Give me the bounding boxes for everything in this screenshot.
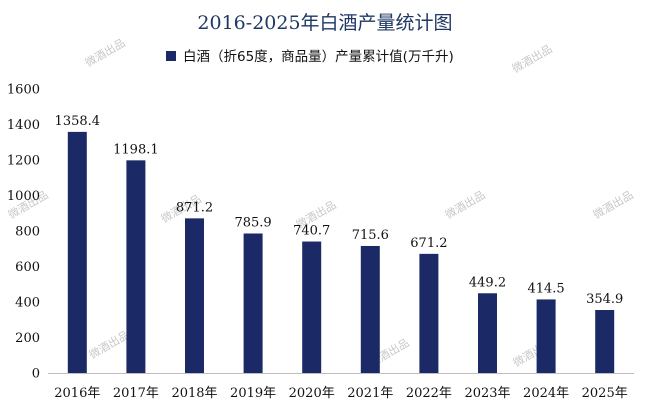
watermark: 微酒出品 xyxy=(86,327,131,361)
y-tick-label: 1600 xyxy=(7,83,40,98)
y-tick-label: 1000 xyxy=(7,189,40,204)
data-label: 449.2 xyxy=(469,275,506,290)
x-tick-label: 2016年 xyxy=(54,386,100,401)
watermark: 微酒出品 xyxy=(509,41,554,75)
watermark: 微酒出品 xyxy=(590,187,635,221)
data-label: 1198.1 xyxy=(113,142,159,157)
bar xyxy=(302,241,322,373)
x-tick-label: 2019年 xyxy=(230,386,276,401)
watermark: 微酒出品 xyxy=(82,35,127,69)
data-label: 740.7 xyxy=(293,224,330,239)
legend: 白酒（折65度，商品量）产量累计值(万千升) xyxy=(166,49,454,65)
x-tick-label: 2025年 xyxy=(582,386,628,401)
data-label: 785.9 xyxy=(234,216,271,231)
bar xyxy=(419,253,439,373)
bar xyxy=(478,293,497,373)
bar xyxy=(185,218,204,373)
y-axis: 0 200 400 600 800 1000 1200 1400 1600 xyxy=(7,83,40,382)
data-label: 715.6 xyxy=(352,228,389,243)
bar xyxy=(536,299,556,373)
x-axis: 2016年 2017年 2018年 2019年 2020年 2021年 2022年 2023年… xyxy=(48,373,634,401)
chart-title: 2016-2025年白酒产量统计图 xyxy=(197,12,452,34)
bar xyxy=(595,310,615,373)
y-tick-label: 800 xyxy=(15,225,40,240)
bar xyxy=(243,233,263,373)
bar xyxy=(67,131,87,373)
data-label: 414.5 xyxy=(527,281,564,296)
bar xyxy=(360,245,380,373)
y-tick-label: 200 xyxy=(15,331,40,346)
data-label: 671.2 xyxy=(410,236,447,251)
data-label: 871.2 xyxy=(176,200,213,215)
data-labels: 1358.4 1198.1 871.2 785.9 740.7 715.6 671.2 449… xyxy=(55,114,624,307)
bar xyxy=(126,160,146,373)
x-tick-label: 2020年 xyxy=(289,386,335,401)
y-tick-label: 1200 xyxy=(7,154,40,169)
x-tick-label: 2023年 xyxy=(464,386,510,401)
x-tick-label: 2022年 xyxy=(406,386,452,401)
data-label: 354.9 xyxy=(586,292,623,307)
x-tick-label: 2017年 xyxy=(113,386,159,401)
x-tick-label: 2021年 xyxy=(347,386,393,401)
data-label: 1358.4 xyxy=(55,114,101,129)
y-tick-label: 1400 xyxy=(7,118,40,133)
y-tick-label: 600 xyxy=(15,260,40,275)
watermark: 微酒出品 xyxy=(442,187,487,221)
x-tick-label: 2024年 xyxy=(523,386,569,401)
y-tick-label: 0 xyxy=(32,367,40,382)
y-tick-label: 400 xyxy=(15,296,40,311)
legend-swatch xyxy=(166,51,176,61)
legend-label: 白酒（折65度，商品量）产量累计值(万千升) xyxy=(183,49,454,65)
x-tick-label: 2018年 xyxy=(171,386,217,401)
bars xyxy=(67,131,615,373)
